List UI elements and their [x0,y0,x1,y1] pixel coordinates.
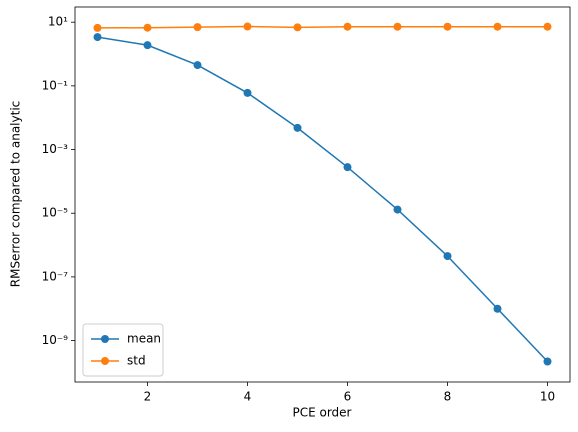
marker [193,23,202,32]
marker [343,163,352,172]
marker [493,22,502,31]
legend-marker [101,335,109,343]
y-tick-label: 10⁻³ [42,142,69,156]
marker [543,357,552,366]
x-tick-label: 6 [344,390,352,404]
marker [393,22,402,31]
x-tick-label: 4 [244,390,252,404]
x-tick-label: 8 [444,390,452,404]
line [97,36,549,363]
marker [143,41,152,50]
marker [293,123,302,132]
x-tick-label: 2 [144,390,152,404]
legend-label: std [127,354,146,368]
legend-marker [101,357,109,365]
x-axis-label: PCE order [292,406,351,420]
y-tick-label: 10⁻⁵ [42,206,69,220]
marker [293,23,302,32]
y-tick-label: 10⁻⁷ [42,269,69,283]
y-axis-label: RMSerror compared to analytic [9,101,23,288]
marker [393,205,402,214]
marker [243,22,252,31]
legend-label: mean [127,332,161,346]
marker [93,33,102,42]
line [97,25,548,29]
x-tick-label: 10 [540,390,555,404]
marker [193,61,202,70]
plot-area [74,6,571,383]
y-tick-label: 10⁻⁹ [42,333,69,347]
marker [93,23,102,32]
marker [443,252,452,261]
marker [493,304,502,313]
marker [543,22,552,31]
y-tick-label: 10⁻¹ [42,78,69,92]
marker [143,23,152,32]
marker [243,88,252,97]
marker [343,22,352,31]
y-tick-label: 10¹ [48,15,68,29]
marker [443,22,452,31]
